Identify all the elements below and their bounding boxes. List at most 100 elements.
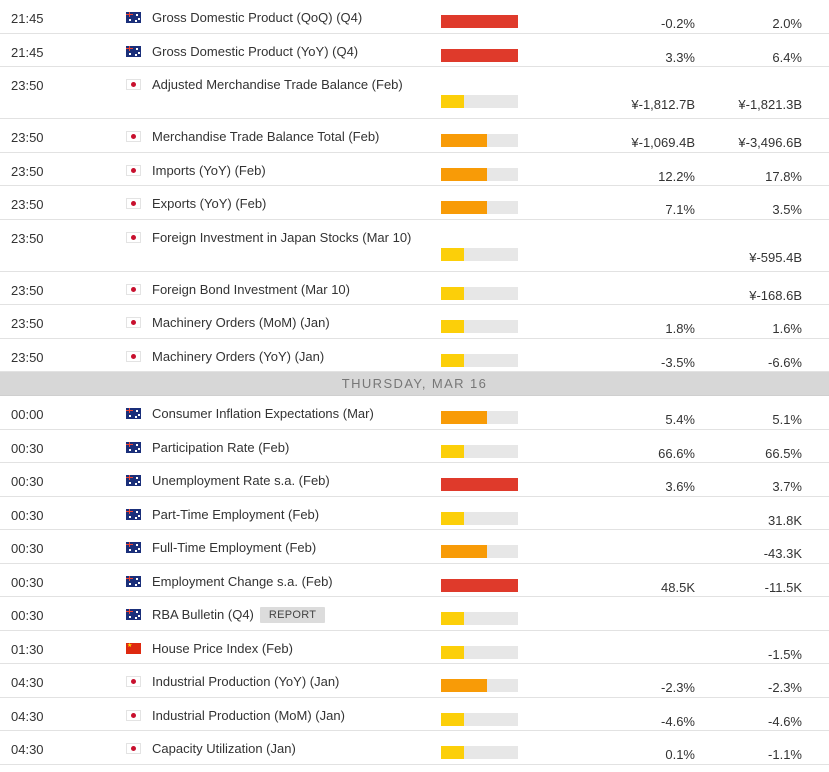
previous-value: 66.6%	[658, 445, 695, 461]
event-title-text: Foreign Investment in Japan Stocks (Mar …	[152, 229, 412, 245]
event-title-text: Machinery Orders (YoY) (Jan)	[152, 348, 325, 364]
event-row[interactable]: 23:50 Adjusted Merchandise Trade Balance …	[0, 67, 829, 119]
impact-bar-fill	[441, 444, 465, 458]
impact-bar-fill	[441, 712, 465, 726]
event-title[interactable]: Industrial Production (YoY) (Jan)	[152, 674, 339, 689]
event-row[interactable]: 23:50 Imports (YoY) (Feb) 12.2% 17.8%	[0, 152, 829, 186]
impact-bar-fill	[441, 286, 465, 300]
event-row[interactable]: 01:30 ★ House Price Index (Feb) -1.5%	[0, 630, 829, 664]
event-time: 01:30	[11, 641, 44, 657]
event-title[interactable]: Consumer Inflation Expectations (Mar)	[152, 406, 374, 421]
impact-bar-fill	[441, 746, 465, 759]
previous-value: 3.3%	[665, 49, 695, 65]
impact-bar	[441, 478, 518, 491]
event-title-text: RBA Bulletin (Q4)	[152, 607, 254, 622]
impact-bar-fill	[441, 353, 465, 367]
event-time: 00:30	[11, 574, 44, 590]
impact-bar-fill	[441, 645, 465, 659]
event-row[interactable]: 23:50 Foreign Investment in Japan Stocks …	[0, 219, 829, 272]
australia-flag-icon	[126, 45, 141, 57]
event-title[interactable]: Machinery Orders (MoM) (Jan)	[152, 315, 330, 330]
event-time: 23:50	[11, 282, 44, 298]
previous-value: -4.6%	[661, 713, 695, 729]
impact-bar	[441, 511, 518, 525]
actual-value: -2.3%	[768, 680, 802, 695]
previous-value: -3.5%	[661, 354, 695, 370]
event-title[interactable]: Gross Domestic Product (QoQ) (Q4)	[152, 10, 362, 25]
impact-bar-fill	[441, 95, 465, 108]
event-time: 00:30	[11, 608, 44, 623]
event-row[interactable]: 00:30 Full-Time Employment (Feb) -43.3K	[0, 530, 829, 564]
event-row[interactable]: 23:50 Foreign Bond Investment (Mar 10) ¥-1…	[0, 271, 829, 305]
event-title-text: Capacity Utilization (Jan)	[152, 741, 296, 756]
australia-flag-icon	[126, 408, 141, 419]
japan-flag-icon	[126, 743, 141, 754]
event-title[interactable]: Gross Domestic Product (YoY) (Q4)	[152, 44, 358, 59]
actual-value: ¥-168.6B	[749, 287, 802, 303]
event-row[interactable]: 21:45 Gross Domestic Product (QoQ) (Q4) -0…	[0, 0, 829, 34]
event-title[interactable]: RBA Bulletin (Q4) REPORT	[152, 607, 326, 623]
event-title[interactable]: Merchandise Trade Balance Total (Feb)	[152, 129, 379, 144]
event-row[interactable]: 23:50 Merchandise Trade Balance Total (Fe…	[0, 119, 829, 153]
japan-flag-icon	[126, 350, 141, 362]
previous-value: ¥-1,069.4B	[631, 135, 695, 150]
event-row[interactable]: 00:30 RBA Bulletin (Q4) REPORT	[0, 597, 829, 631]
impact-bar	[441, 320, 518, 333]
impact-bar	[441, 48, 518, 62]
report-badge[interactable]: REPORT	[259, 607, 326, 623]
previous-value: -2.3%	[661, 680, 695, 695]
event-title[interactable]: House Price Index (Feb)	[152, 641, 293, 656]
event-title-text: Machinery Orders (MoM) (Jan)	[152, 315, 330, 330]
event-row[interactable]: 04:30 Industrial Production (YoY) (Jan) -2…	[0, 664, 829, 698]
event-time: 23:50	[11, 230, 44, 246]
event-row[interactable]: 00:00 Consumer Inflation Expectations (Ma…	[0, 396, 829, 430]
event-title[interactable]: Foreign Bond Investment (Mar 10)	[152, 282, 350, 297]
australia-flag-icon	[126, 542, 141, 553]
event-row[interactable]: 23:50 Exports (YoY) (Feb) 7.1% 3.5%	[0, 186, 829, 220]
previous-value: ¥-1,812.7B	[631, 97, 695, 112]
event-title[interactable]: Unemployment Rate s.a. (Feb)	[152, 473, 330, 488]
impact-bar	[441, 95, 518, 108]
event-title[interactable]: Employment Change s.a. (Feb)	[152, 574, 333, 589]
event-time: 21:45	[11, 44, 44, 60]
event-row[interactable]: 21:45 Gross Domestic Product (YoY) (Q4) 3.…	[0, 33, 829, 67]
event-time: 00:00	[11, 407, 44, 422]
event-row[interactable]: 00:30 Employment Change s.a. (Feb) 48.5K -1…	[0, 563, 829, 597]
actual-value: -11.5K	[764, 579, 802, 595]
event-title[interactable]: Participation Rate (Feb)	[152, 440, 289, 455]
event-title[interactable]: Adjusted Merchandise Trade Balance (Feb)	[152, 77, 403, 92]
event-title[interactable]: Exports (YoY) (Feb)	[152, 196, 266, 211]
previous-value: 12.2%	[658, 168, 695, 184]
japan-flag-icon	[126, 131, 141, 142]
impact-bar-fill	[441, 134, 488, 147]
impact-bar-fill	[441, 679, 488, 692]
event-title[interactable]: Imports (YoY) (Feb)	[152, 163, 266, 178]
event-title[interactable]: Full-Time Employment (Feb)	[152, 540, 316, 555]
event-title-text: Full-Time Employment (Feb)	[152, 540, 317, 555]
previous-value: 48.5K	[661, 579, 695, 595]
impact-bar	[441, 201, 518, 214]
event-time: 00:30	[11, 541, 44, 556]
event-title[interactable]: Industrial Production (MoM) (Jan)	[152, 708, 345, 723]
event-row[interactable]: 00:30 Part-Time Employment (Feb) 31.8K	[0, 496, 829, 530]
event-title[interactable]: Foreign Investment in Japan Stocks (Mar …	[152, 230, 411, 245]
event-title[interactable]: Machinery Orders (YoY) (Jan)	[152, 349, 324, 364]
event-title-text: Participation Rate (Feb)	[152, 439, 290, 455]
event-row[interactable]: 00:30 Participation Rate (Feb) 66.6% 66.5%	[0, 429, 829, 463]
australia-flag-icon	[126, 609, 141, 620]
event-row[interactable]: 23:50 Machinery Orders (MoM) (Jan) 1.8% 1.6…	[0, 305, 829, 339]
event-title-text: Merchandise Trade Balance Total (Feb)	[152, 129, 380, 144]
event-row[interactable]: 04:30 Capacity Utilization (Jan) 0.1% -1.1%	[0, 731, 829, 765]
impact-bar	[441, 645, 518, 659]
event-row[interactable]: 23:50 Machinery Orders (YoY) (Jan) -3.5% -6…	[0, 338, 829, 372]
impact-bar	[441, 578, 518, 592]
event-title[interactable]: Part-Time Employment (Feb)	[152, 507, 319, 522]
event-time: 04:30	[11, 675, 44, 690]
impact-bar	[441, 411, 518, 424]
impact-bar	[441, 712, 518, 726]
event-row[interactable]: 00:30 Unemployment Rate s.a. (Feb) 3.6% 3.7…	[0, 463, 829, 497]
event-row[interactable]: 04:30 Industrial Production (MoM) (Jan) -4…	[0, 697, 829, 731]
actual-value: ¥-3,496.6B	[738, 135, 802, 150]
event-title[interactable]: Capacity Utilization (Jan)	[152, 741, 296, 756]
